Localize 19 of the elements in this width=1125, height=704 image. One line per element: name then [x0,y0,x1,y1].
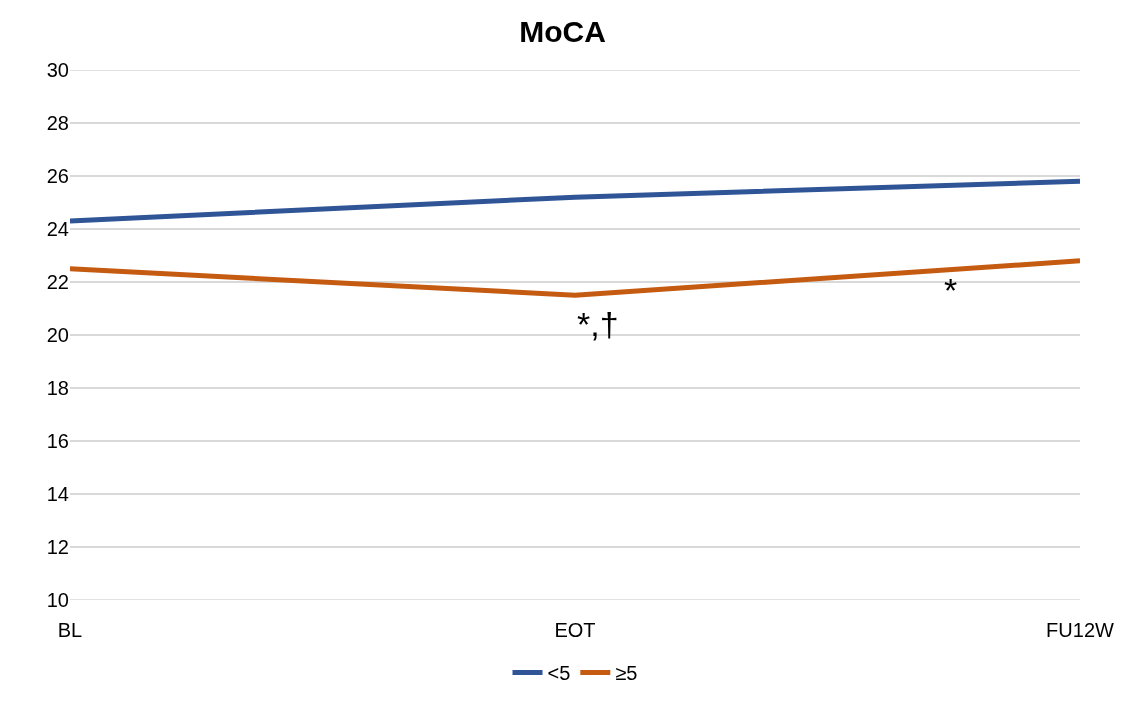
y-tick-label: 12 [46,536,69,558]
y-tick-label: 18 [46,377,69,399]
legend-label: ≥5 [615,662,638,685]
chart-title: MoCA [519,15,606,49]
y-tick-label: 20 [46,324,69,346]
y-tick-label: 14 [46,483,69,505]
annotation: * [944,271,958,309]
y-tick-label: 26 [46,165,69,187]
y-tick-label: 10 [46,589,69,611]
legend-label: <5 [547,662,571,685]
x-tick-label: BL [57,619,83,641]
y-tick-label: 28 [46,112,69,134]
annotation: *,† [577,305,619,343]
x-tick-label: EOT [554,619,596,641]
y-tick-label: 24 [46,218,69,240]
y-tick-label: 22 [46,271,69,293]
x-tick-label: FU12W [1046,619,1115,641]
y-tick-label: 30 [46,59,69,81]
y-tick-label: 16 [46,430,69,452]
